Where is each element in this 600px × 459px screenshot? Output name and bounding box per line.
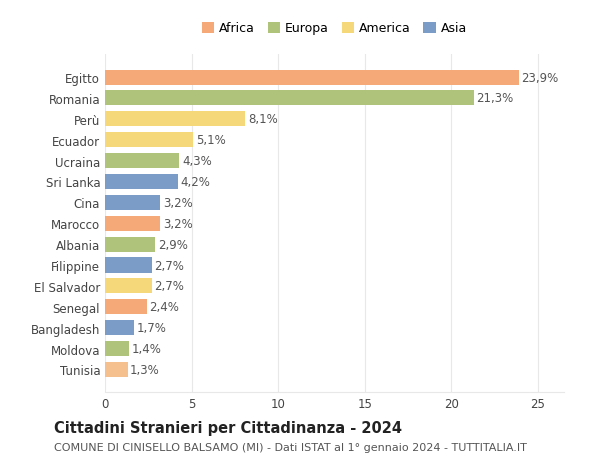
Text: 2,9%: 2,9%: [158, 238, 188, 251]
Text: 2,7%: 2,7%: [154, 259, 184, 272]
Text: 3,2%: 3,2%: [163, 196, 193, 209]
Bar: [105, 300, 146, 314]
Bar: [105, 154, 179, 169]
Bar: [105, 174, 178, 190]
Text: 4,3%: 4,3%: [182, 155, 212, 168]
Text: 5,1%: 5,1%: [196, 134, 226, 147]
Text: 3,2%: 3,2%: [163, 217, 193, 230]
Bar: [105, 70, 519, 85]
Text: 2,4%: 2,4%: [149, 301, 179, 313]
Bar: [105, 237, 155, 252]
Bar: [105, 279, 152, 294]
Bar: [105, 362, 128, 377]
Text: 8,1%: 8,1%: [248, 113, 278, 126]
Text: Cittadini Stranieri per Cittadinanza - 2024: Cittadini Stranieri per Cittadinanza - 2…: [54, 420, 402, 435]
Text: 4,2%: 4,2%: [181, 176, 210, 189]
Legend: Africa, Europa, America, Asia: Africa, Europa, America, Asia: [197, 17, 472, 40]
Text: 1,7%: 1,7%: [137, 321, 167, 335]
Bar: [105, 320, 134, 336]
Text: 23,9%: 23,9%: [521, 72, 559, 84]
Bar: [105, 112, 245, 127]
Text: 2,7%: 2,7%: [154, 280, 184, 293]
Bar: [105, 91, 474, 106]
Bar: [105, 258, 152, 273]
Text: 1,4%: 1,4%: [132, 342, 162, 355]
Text: 21,3%: 21,3%: [476, 92, 514, 105]
Bar: [105, 341, 129, 356]
Text: COMUNE DI CINISELLO BALSAMO (MI) - Dati ISTAT al 1° gennaio 2024 - TUTTITALIA.IT: COMUNE DI CINISELLO BALSAMO (MI) - Dati …: [54, 442, 527, 452]
Bar: [105, 216, 160, 231]
Bar: [105, 196, 160, 210]
Text: 1,3%: 1,3%: [130, 363, 160, 376]
Bar: [105, 133, 193, 148]
